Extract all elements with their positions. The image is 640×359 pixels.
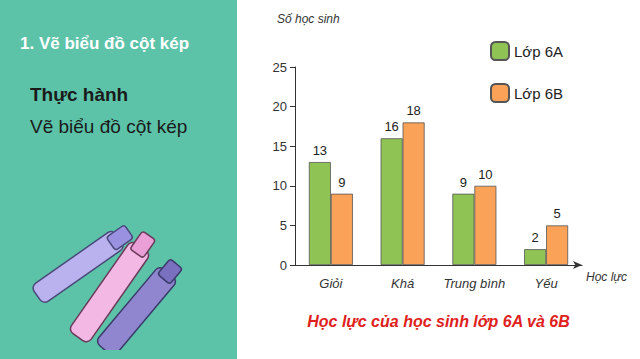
svg-text:Yếu: Yếu [535, 276, 558, 291]
svg-text:Số học sinh: Số học sinh [277, 12, 340, 26]
svg-text:Lớp 6B: Lớp 6B [514, 85, 563, 102]
html-text:1. Vẽ biểu đồ cột kép: 1. Vẽ biểu đồ cột kép [20, 34, 190, 53]
svg-text:13: 13 [313, 143, 327, 158]
svg-text:Trung bình: Trung bình [443, 276, 505, 291]
svg-text:9: 9 [338, 175, 345, 190]
svg-text:10: 10 [478, 167, 492, 182]
svg-text:15: 15 [273, 139, 287, 154]
svg-text:9: 9 [460, 175, 467, 190]
svg-text:Lớp 6A: Lớp 6A [514, 43, 563, 60]
html-text:Vẽ biểu đồ cột kép: Vẽ biểu đồ cột kép [30, 116, 188, 137]
svg-text:0: 0 [280, 258, 287, 273]
svg-text:Khá: Khá [391, 276, 414, 291]
svg-text:Học lực của học sinh lớp 6A và: Học lực của học sinh lớp 6A và 6B [307, 313, 570, 330]
svg-text:Giỏi: Giỏi [319, 276, 343, 291]
svg-text:25: 25 [273, 60, 287, 75]
svg-text:10: 10 [273, 178, 287, 193]
svg-text:Học lực: Học lực [586, 270, 627, 284]
svg-text:18: 18 [406, 103, 420, 118]
html-text:Thực hành: Thực hành [30, 84, 129, 105]
svg-text:20: 20 [273, 99, 287, 114]
svg-text:5: 5 [554, 206, 561, 221]
svg-text:16: 16 [384, 119, 398, 134]
svg-text:2: 2 [532, 230, 539, 245]
svg-text:5: 5 [280, 218, 287, 233]
